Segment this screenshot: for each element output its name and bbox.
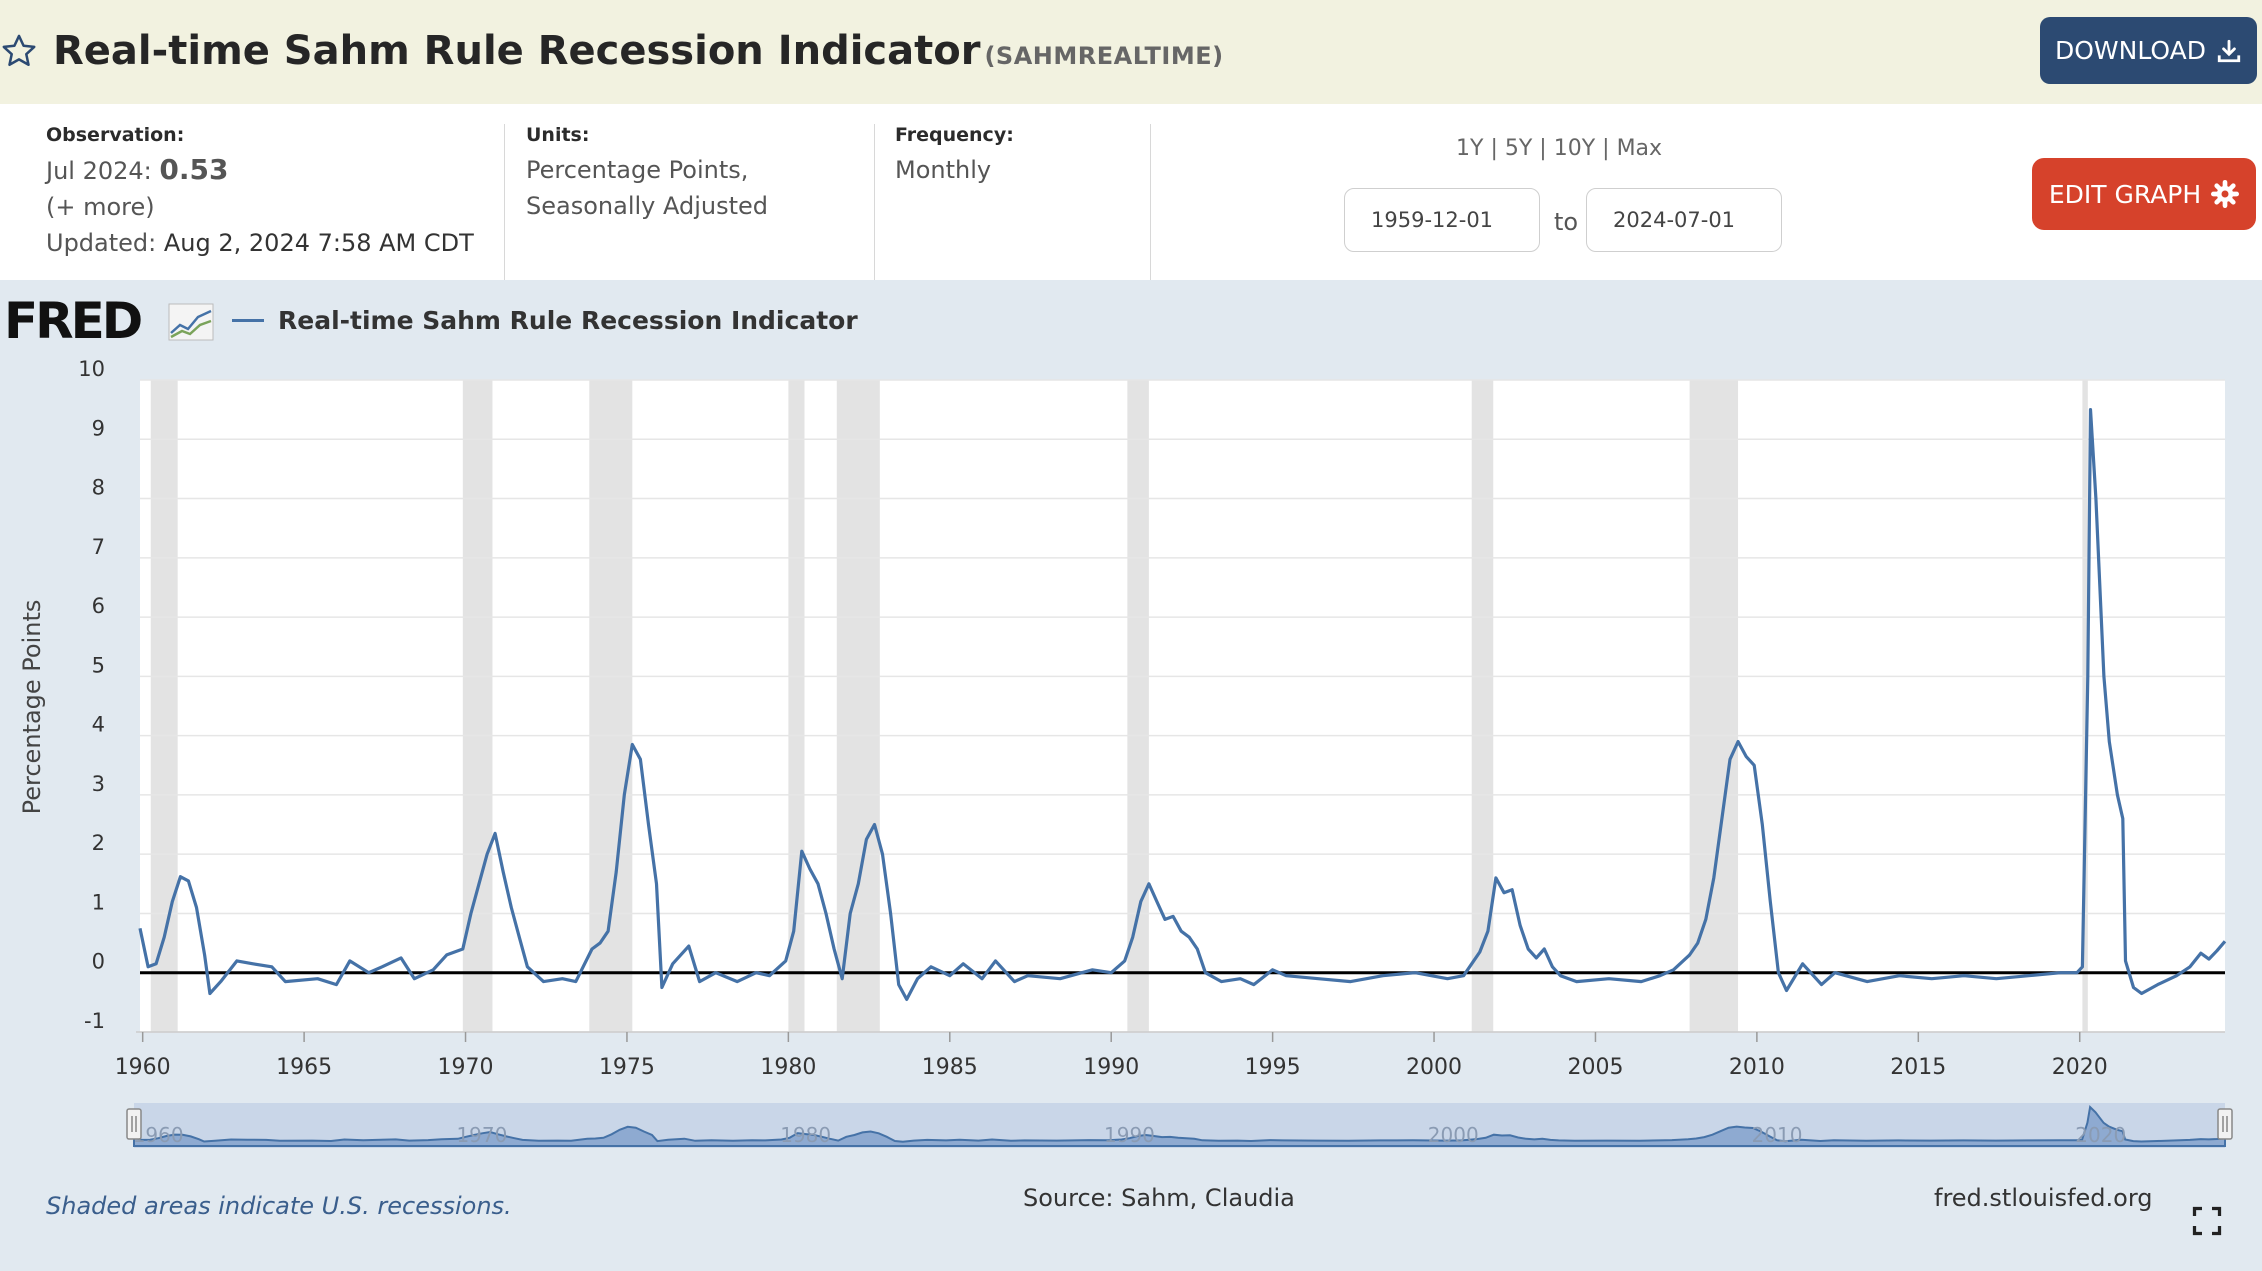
download-icon: [2217, 39, 2241, 62]
download-label: DOWNLOAD: [2055, 36, 2206, 65]
site-link[interactable]: fred.stlouisfed.org: [1934, 1184, 2153, 1212]
y-tick-label: 1: [92, 890, 105, 914]
star-icon[interactable]: [0, 32, 38, 70]
recession-band: [150, 380, 178, 1032]
y-tick-label: 4: [92, 713, 105, 737]
frequency-value: Monthly: [895, 156, 992, 184]
edit-graph-label: EDIT GRAPH: [2048, 179, 2202, 209]
y-tick-label: -1: [84, 1009, 105, 1033]
x-tick-label: 2015: [1890, 1055, 1946, 1080]
y-tick-label: 7: [92, 535, 105, 559]
navigator-label: 1970: [456, 1123, 507, 1147]
observation-value: 0.53: [159, 153, 229, 186]
navigator-label: 2020: [2075, 1123, 2126, 1147]
navigator-label: 2010: [1752, 1123, 1803, 1147]
navigator-handle-left[interactable]: [126, 1108, 142, 1140]
series-title: Real-time Sahm Rule Recession Indicator: [53, 28, 981, 74]
x-axis: 1960 1965 1970 1975 1980 1985 1990 1995 2000 2005…: [115, 1031, 2225, 1080]
y-tick-label: 5: [92, 653, 105, 677]
range-selector: 1Y | 5Y | 10Y | Max: [1456, 136, 1662, 161]
plot-background: [140, 380, 2225, 1032]
divider: [874, 124, 875, 280]
gear-icon: [2211, 180, 2240, 208]
y-tick-label: 0: [92, 950, 105, 974]
units-line1: Percentage Points,: [526, 156, 749, 184]
x-tick-label: 2005: [1567, 1055, 1623, 1080]
page-title: Real-time Sahm Rule Recession Indicator(…: [53, 28, 1224, 74]
legend-swatch: [232, 319, 264, 322]
fred-logo[interactable]: FRED: [4, 292, 143, 350]
observation-block: Observation: Jul 2024: 0.53 (+ more) Upd…: [46, 124, 474, 300]
to-label: to: [1554, 208, 1579, 236]
x-tick-label: 1960: [115, 1055, 171, 1080]
recession-band: [2082, 380, 2088, 1032]
x-tick-label: 2000: [1406, 1055, 1462, 1080]
edit-graph-button[interactable]: EDIT GRAPH: [2032, 158, 2256, 230]
x-tick-label: 1970: [438, 1055, 494, 1080]
y-tick-label: 3: [92, 772, 105, 796]
download-button[interactable]: DOWNLOAD: [2040, 17, 2257, 84]
units-block: Units: Percentage Points, Seasonally Adj…: [526, 124, 768, 300]
legend-label: Real-time Sahm Rule Recession Indicator: [278, 306, 858, 335]
y-tick-label: 9: [92, 416, 105, 440]
observation-label: Observation:: [46, 124, 185, 146]
units-label: Units:: [526, 124, 590, 146]
more-link[interactable]: (+ more): [46, 193, 155, 221]
recession-band: [836, 380, 880, 1032]
recession-band: [788, 380, 805, 1032]
y-axis: -1 0 1 2 3 4 5 6 7 8 9 10: [78, 357, 105, 1033]
recession-band: [1127, 380, 1149, 1032]
source-text: Source: Sahm, Claudia: [1023, 1184, 1295, 1212]
x-tick-label: 1975: [599, 1055, 655, 1080]
navigator-label: 1980: [780, 1123, 831, 1147]
start-date-input[interactable]: 1959-12-01: [1344, 188, 1540, 252]
recession-band: [589, 380, 633, 1032]
updated-label: Updated:: [46, 229, 157, 257]
navigator-series: [133, 1104, 2226, 1147]
y-tick-label: 2: [92, 831, 105, 855]
range-10y[interactable]: 10Y: [1553, 136, 1596, 161]
range-sep: |: [1539, 136, 1547, 161]
x-tick-label: 1965: [276, 1055, 332, 1080]
y-tick-label: 8: [92, 476, 105, 500]
page-header: [0, 0, 2262, 104]
divider: [1150, 124, 1151, 280]
recession-band: [1689, 380, 1739, 1032]
divider: [504, 124, 505, 280]
frequency-label: Frequency:: [895, 124, 1014, 146]
end-date-input[interactable]: 2024-07-01: [1586, 188, 1782, 252]
y-tick-label: 10: [78, 357, 105, 381]
range-sep: |: [1602, 136, 1610, 161]
range-1y[interactable]: 1Y: [1456, 136, 1484, 161]
x-tick-label: 2010: [1729, 1055, 1785, 1080]
x-tick-label: 1995: [1245, 1055, 1301, 1080]
y-axis-label: Percentage Points: [18, 600, 46, 815]
frequency-block: Frequency: Monthly: [895, 124, 1014, 300]
navigator-handle-right[interactable]: [2217, 1108, 2233, 1140]
metadata-panel: [0, 104, 2262, 280]
x-tick-label: 2020: [2052, 1055, 2108, 1080]
fred-logo-text: FRED: [4, 292, 143, 350]
y-tick-label: 6: [92, 594, 105, 618]
fullscreen-icon[interactable]: [2192, 1206, 2222, 1236]
range-5y[interactable]: 5Y: [1504, 136, 1533, 161]
navigator-label: 2000: [1428, 1123, 1479, 1147]
recession-note: Shaded areas indicate U.S. recessions.: [46, 1192, 512, 1220]
x-tick-label: 1980: [760, 1055, 816, 1080]
observation-period: Jul 2024:: [46, 157, 152, 185]
x-tick-label: 1985: [922, 1055, 978, 1080]
updated-value: Aug 2, 2024 7:58 AM CDT: [163, 229, 474, 257]
units-line2: Seasonally Adjusted: [526, 192, 769, 220]
range-max[interactable]: Max: [1616, 136, 1663, 161]
chart-legend: Real-time Sahm Rule Recession Indicator: [232, 306, 858, 335]
chart-trend-icon: [168, 303, 214, 341]
x-tick-label: 1990: [1083, 1055, 1139, 1080]
series-code: (SAHMREALTIME): [984, 42, 1224, 70]
range-sep: |: [1490, 136, 1498, 161]
navigator-label: 1990: [1104, 1123, 1155, 1147]
series-line: [138, 408, 2227, 1001]
recession-band: [1471, 380, 1494, 1032]
